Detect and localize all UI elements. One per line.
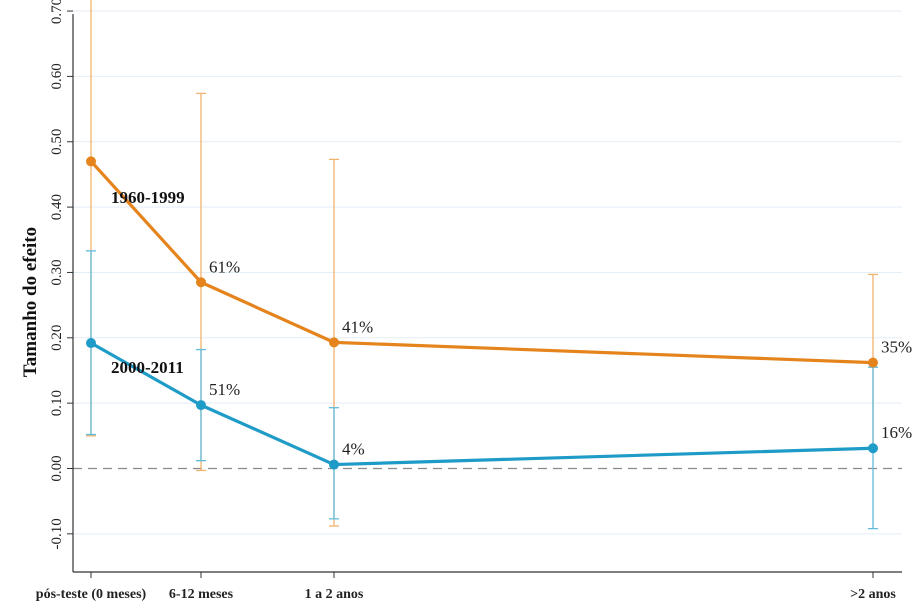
data-label: 35% <box>881 338 912 357</box>
series-name-label: 1960-1999 <box>111 188 185 207</box>
data-point <box>196 400 206 411</box>
data-label: 41% <box>342 317 373 336</box>
y-tick-label: 0.70 <box>49 0 65 24</box>
data-point <box>86 156 96 167</box>
y-axis-title: Tamanho do efeito <box>20 227 41 377</box>
y-tick-label: 0.30 <box>49 259 65 285</box>
y-tick-label: 0.40 <box>49 194 65 220</box>
data-label: 51% <box>209 380 240 399</box>
y-tick-label: 0.20 <box>49 325 65 351</box>
axes: -0.10 0.00 0.10 0.20 0.30 0.40 0.50 0.60 0.70 pós… <box>36 0 902 602</box>
y-tick-label: 0.00 <box>49 455 65 481</box>
data-point <box>86 338 96 349</box>
series-line <box>90 341 874 467</box>
data-point <box>329 459 339 470</box>
data-label: 16% <box>881 423 912 442</box>
y-tick-label: 0.50 <box>49 129 65 155</box>
gridlines <box>73 10 902 535</box>
x-tick-label: 1 a 2 anos <box>305 587 364 602</box>
data-point <box>196 277 206 288</box>
data-point <box>868 357 878 368</box>
y-tick-label: -0.10 <box>49 518 65 549</box>
x-tick-label: >2 anos <box>850 587 896 602</box>
error-bars <box>86 0 878 530</box>
y-tick-label: 0.10 <box>49 390 65 416</box>
data-label: 61% <box>209 257 240 276</box>
x-tick-label: 6-12 meses <box>169 587 234 602</box>
series-line <box>89 160 874 365</box>
data-label: 4% <box>342 440 365 459</box>
y-tick-label: 0.60 <box>49 63 65 89</box>
data-point <box>329 337 339 348</box>
series-name-label: 2000-2011 <box>111 358 184 377</box>
series-lines <box>89 160 874 467</box>
data-point <box>868 443 878 454</box>
data-labels: 61% 41% 35% 1960-1999 51% 4% 16% 2000-2011 <box>111 188 912 459</box>
data-points <box>86 156 878 470</box>
x-tick-label: pós-teste (0 meses) <box>36 587 147 602</box>
